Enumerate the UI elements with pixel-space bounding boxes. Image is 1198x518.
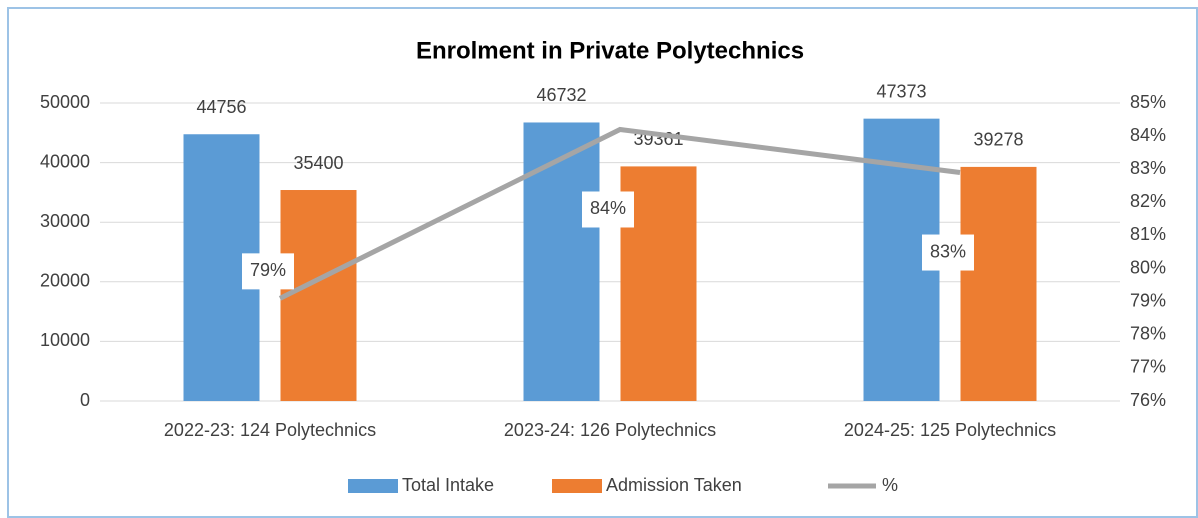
chart-title: Enrolment in Private Polytechnics <box>416 37 804 64</box>
y2-tick-label: 78% <box>1130 324 1166 344</box>
bar <box>523 122 600 401</box>
y2-tick-label: 77% <box>1130 357 1166 377</box>
legend-swatch <box>348 479 398 493</box>
legend-label: Total Intake <box>402 475 494 495</box>
data-label-box <box>922 234 974 271</box>
data-label: 39278 <box>973 130 1023 150</box>
y2-tick-label: 85% <box>1130 92 1166 112</box>
y2-tick-label: 79% <box>1130 290 1166 310</box>
data-label: 46732 <box>536 85 586 105</box>
y-tick-label: 0 <box>80 390 90 410</box>
data-label: 83% <box>930 241 966 261</box>
y2-tick-label: 84% <box>1130 125 1166 145</box>
data-label: 79% <box>250 260 286 280</box>
legend-label: Admission Taken <box>606 475 742 495</box>
line <box>278 126 961 301</box>
y2-tick-label: 80% <box>1130 257 1166 277</box>
data-label: 35400 <box>293 153 343 173</box>
y-tick-label: 50000 <box>40 92 90 112</box>
legend-label: % <box>882 475 898 495</box>
data-label: 84% <box>590 198 626 218</box>
bar <box>280 190 357 401</box>
data-label: 44756 <box>196 97 246 117</box>
x-tick-label: 2023-24: 126 Polytechnics <box>504 420 716 440</box>
x-tick-label: 2022-23: 124 Polytechnics <box>164 420 376 440</box>
y2-tick-label: 82% <box>1130 191 1166 211</box>
data-label-box <box>242 253 294 290</box>
y-tick-label: 20000 <box>40 271 90 291</box>
y-tick-label: 30000 <box>40 211 90 231</box>
data-label: 47373 <box>876 81 926 101</box>
y-tick-label: 40000 <box>40 151 90 171</box>
legend-swatch <box>552 479 602 493</box>
y-tick-label: 10000 <box>40 330 90 350</box>
bar <box>960 166 1037 401</box>
y2-tick-label: 76% <box>1130 390 1166 410</box>
data-label-box <box>582 191 634 228</box>
y2-tick-label: 83% <box>1130 158 1166 178</box>
y2-tick-label: 81% <box>1130 224 1166 244</box>
x-tick-label: 2024-25: 125 Polytechnics <box>844 420 1056 440</box>
